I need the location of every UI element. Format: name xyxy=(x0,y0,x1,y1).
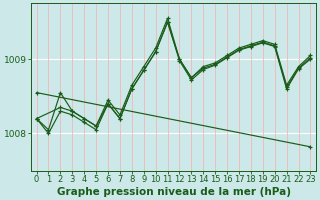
X-axis label: Graphe pression niveau de la mer (hPa): Graphe pression niveau de la mer (hPa) xyxy=(57,187,291,197)
